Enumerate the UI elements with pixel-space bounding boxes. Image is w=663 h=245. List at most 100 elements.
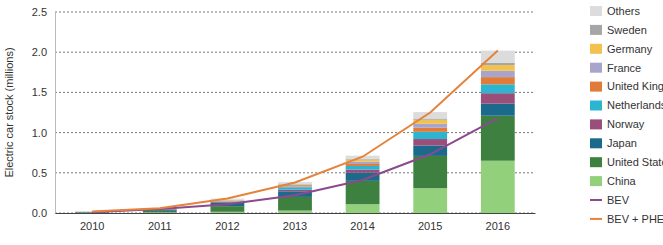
legend-swatch bbox=[590, 119, 602, 129]
x-axis-line bbox=[56, 213, 536, 214]
x-tick-label: 2015 bbox=[418, 220, 442, 232]
y-tick-label: 1.0 bbox=[32, 127, 47, 139]
bar bbox=[278, 187, 312, 189]
legend-swatch bbox=[590, 44, 602, 54]
x-axis: 2010 2011 2012 2013 2014 2015 2016 bbox=[56, 214, 536, 232]
legend-label: France bbox=[607, 62, 641, 74]
bar bbox=[346, 164, 380, 166]
grid-line bbox=[55, 92, 535, 93]
legend-swatch bbox=[590, 176, 602, 186]
legend-label: Others bbox=[607, 5, 641, 17]
legend-swatch bbox=[590, 218, 602, 220]
grid bbox=[55, 12, 535, 213]
bar bbox=[346, 181, 380, 204]
legend-label: Sweden bbox=[607, 24, 647, 36]
legend-swatch bbox=[590, 199, 602, 201]
y-tick: 0.0 bbox=[32, 207, 55, 219]
bar bbox=[481, 65, 515, 71]
grid-line bbox=[55, 52, 535, 53]
x-tick: 2016 bbox=[486, 220, 510, 232]
legend-swatch bbox=[590, 25, 602, 35]
x-tick: 2010 bbox=[80, 220, 104, 232]
bar bbox=[413, 156, 447, 188]
y-tick: 2.0 bbox=[32, 46, 55, 58]
x-tick-label: 2011 bbox=[148, 220, 172, 232]
bar-series bbox=[75, 104, 514, 213]
x-tick-label: 2014 bbox=[350, 220, 374, 232]
legend: Others Sweden Germany France United Kingdom N… bbox=[590, 5, 663, 225]
bar-series bbox=[75, 63, 514, 212]
bar bbox=[413, 128, 447, 132]
legend-label: United States bbox=[607, 156, 663, 168]
x-tick: 2015 bbox=[418, 220, 442, 232]
bar bbox=[278, 190, 312, 192]
grid-line bbox=[55, 12, 535, 13]
legend-label: Germany bbox=[607, 43, 653, 55]
bar bbox=[346, 204, 380, 213]
legend-label: Netherlands bbox=[607, 99, 663, 111]
y-tick-label: 0.0 bbox=[32, 207, 47, 219]
bar-series bbox=[75, 84, 514, 212]
bar bbox=[346, 170, 380, 173]
legend-swatch bbox=[590, 6, 602, 16]
legend-swatch bbox=[590, 157, 602, 167]
legend-label: United Kingdom bbox=[607, 80, 663, 92]
bar-series bbox=[75, 116, 514, 213]
bar bbox=[481, 93, 515, 103]
bar bbox=[481, 71, 515, 77]
legend-swatch bbox=[590, 63, 602, 73]
chart: 0.00.51.01.52.02.52010201120122013201420… bbox=[0, 0, 663, 245]
x-tick-label: 2013 bbox=[283, 220, 307, 232]
bar bbox=[481, 84, 515, 93]
legend-label: BEV bbox=[607, 194, 630, 206]
bar bbox=[481, 63, 515, 65]
bar bbox=[278, 211, 312, 213]
bar bbox=[481, 161, 515, 213]
bar-series bbox=[75, 161, 514, 213]
bar bbox=[413, 139, 447, 145]
x-tick: 2012 bbox=[215, 220, 239, 232]
legend-swatch bbox=[590, 101, 602, 111]
x-tick: 2011 bbox=[148, 220, 172, 232]
y-tick-label: 2.0 bbox=[32, 46, 47, 58]
y-tick-label: 1.5 bbox=[32, 86, 47, 98]
legend-swatch bbox=[590, 82, 602, 92]
y-tick: 0.5 bbox=[32, 167, 55, 179]
y-tick: 1.0 bbox=[32, 127, 55, 139]
x-tick-label: 2016 bbox=[486, 220, 510, 232]
y-tick: 2.5 bbox=[32, 6, 55, 18]
bar bbox=[210, 206, 244, 212]
legend-label: BEV + PHEV bbox=[607, 213, 663, 225]
y-tick: 1.5 bbox=[32, 86, 55, 98]
bar bbox=[481, 116, 515, 161]
bar-series bbox=[75, 51, 514, 212]
plot: 0.00.51.01.52.02.52010201120122013201420… bbox=[32, 6, 536, 232]
bar bbox=[278, 197, 312, 211]
bar bbox=[210, 212, 244, 213]
x-tick: 2014 bbox=[350, 220, 374, 232]
legend-label: Japan bbox=[607, 137, 637, 149]
bar bbox=[346, 166, 380, 170]
line bbox=[92, 118, 498, 212]
grid-line bbox=[55, 132, 535, 133]
line bbox=[92, 51, 498, 212]
bar bbox=[413, 188, 447, 213]
legend-swatch bbox=[590, 138, 602, 148]
bar-series bbox=[75, 93, 514, 212]
legend-label: Norway bbox=[607, 118, 645, 130]
bar-series bbox=[75, 71, 514, 212]
y-axis-title: Electric car stock (millions) bbox=[3, 47, 15, 177]
x-tick-label: 2012 bbox=[215, 220, 239, 232]
bar bbox=[481, 77, 515, 84]
bar-series bbox=[75, 77, 514, 212]
grid-line bbox=[55, 172, 535, 173]
bar-series bbox=[75, 65, 514, 212]
y-axis: 0.0 0.5 1.0 1.5 2.0 2.5 bbox=[32, 6, 56, 219]
y-tick-label: 2.5 bbox=[32, 6, 47, 18]
bar bbox=[481, 104, 515, 116]
y-tick-label: 0.5 bbox=[32, 167, 47, 179]
x-tick: 2013 bbox=[283, 220, 307, 232]
legend-label: China bbox=[607, 175, 637, 187]
bar bbox=[413, 124, 447, 128]
y-axis-line bbox=[55, 13, 56, 214]
